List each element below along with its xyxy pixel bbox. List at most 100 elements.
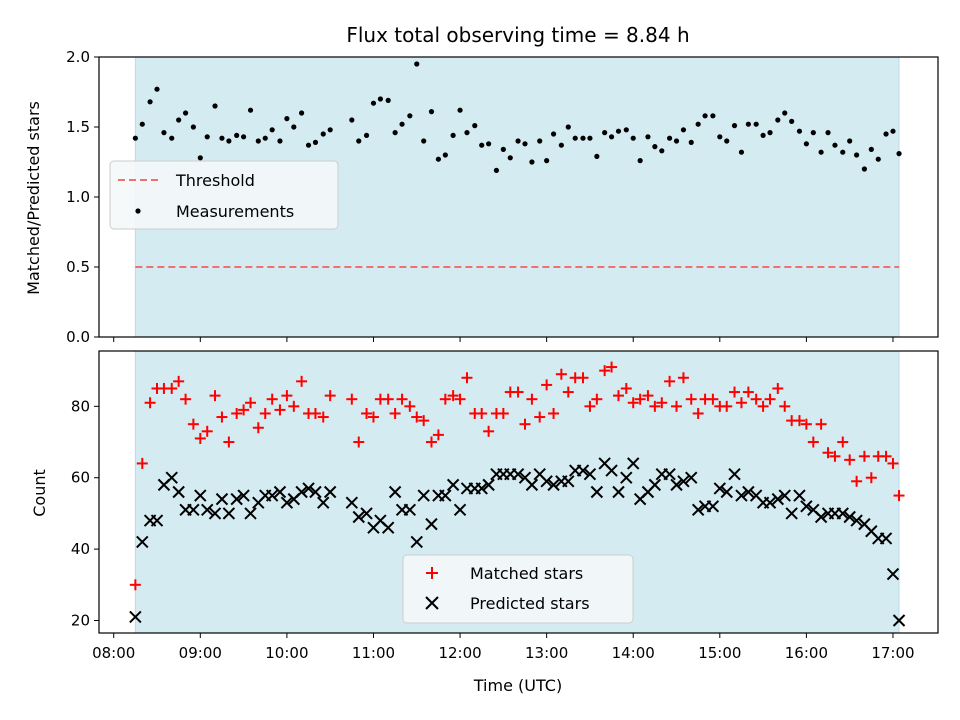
predicted-star-mark-b: [352, 510, 365, 524]
predicted-star-point: [562, 475, 575, 488]
measurement-point: [428, 109, 435, 115]
measurement-point: [299, 110, 305, 116]
measurement-point: [190, 124, 196, 130]
measurement-point: [435, 156, 442, 162]
top-legend: Threshold Measurements: [109, 160, 339, 230]
measurement-point: [407, 113, 413, 119]
measurement-point: [479, 142, 485, 148]
measurement-point: [240, 134, 247, 140]
predicted-star-point: [691, 503, 705, 517]
matched-star-point: [252, 422, 264, 434]
predicted-star-point: [194, 489, 207, 502]
matched-star-point: [534, 411, 546, 423]
predicted-star-mark-b: [194, 489, 207, 502]
legend-predicted-label: Predicted stars: [470, 594, 590, 613]
predicted-star-point: [605, 464, 618, 477]
predicted-star-mark-b: [620, 471, 633, 484]
predicted-star-point: [612, 485, 625, 499]
measurement-point: [630, 135, 636, 141]
predicted-star-mark-b: [446, 478, 460, 492]
predicted-star-mark-b: [265, 489, 279, 502]
predicted-star-point: [453, 503, 467, 517]
matched-star-point: [887, 457, 899, 469]
predicted-star-mark-b: [417, 489, 430, 502]
measurement-point: [312, 139, 319, 145]
predicted-star-point: [222, 507, 236, 520]
predicted-star-mark-b: [576, 464, 590, 477]
matched-star-point: [483, 425, 495, 437]
predicted-star-mark-b: [800, 500, 813, 513]
predicted-star-mark-b: [244, 507, 257, 520]
x-tick-label: 08:00: [92, 644, 135, 662]
matched-star-point: [858, 450, 870, 462]
matched-star-point: [309, 407, 321, 419]
matched-star-point: [461, 372, 473, 384]
predicted-star-point: [540, 475, 553, 488]
matched-star-point: [541, 379, 553, 391]
bottom-legend-box: [402, 554, 634, 624]
measurement-point: [659, 148, 665, 154]
measurement-point: [810, 130, 816, 136]
matched-star-point: [238, 404, 250, 416]
matched-star-point: [671, 400, 683, 412]
top-y-axis: 0.0 0.5 1.0 1.5 2.0: [66, 48, 99, 346]
matched-star-point: [519, 418, 531, 430]
matched-star-point: [497, 407, 509, 419]
predicted-star-point: [388, 485, 402, 499]
predicted-star-mark-b: [865, 525, 878, 538]
matched-star-point: [735, 397, 747, 409]
predicted-star-mark-b: [763, 496, 777, 509]
matched-star-point: [851, 475, 863, 487]
matched-star-point: [707, 393, 719, 405]
predicted-star-point: [410, 535, 423, 549]
matched-star-point: [288, 400, 300, 412]
predicted-star-mark-b: [735, 489, 748, 502]
bottom-legend: Matched stars Predicted stars: [402, 554, 634, 624]
measurement-point: [500, 146, 506, 152]
predicted-star-point: [345, 496, 359, 509]
measurement-point: [666, 135, 673, 141]
predicted-star-point: [706, 500, 720, 513]
predicted-star-point: [317, 496, 330, 509]
measurement-point: [392, 130, 398, 136]
predicted-star-mark-b: [403, 503, 417, 517]
matched-star-point: [642, 390, 654, 402]
measurement-point: [385, 97, 391, 103]
matched-star-point: [548, 407, 560, 419]
predicted-star-point: [713, 482, 727, 495]
measurement-point: [825, 130, 831, 136]
measurement-point: [587, 135, 593, 141]
predicted-star-mark-b: [670, 478, 683, 492]
matched-star-point: [634, 393, 646, 405]
measurement-point: [284, 116, 290, 122]
matched-star-point: [692, 407, 704, 419]
measurement-point: [176, 117, 182, 123]
measurement-point: [529, 159, 535, 165]
measurement-point: [305, 142, 312, 148]
matched-star-point: [173, 375, 185, 387]
matched-star-point: [649, 400, 661, 412]
matched-star-point: [476, 407, 488, 419]
matched-star-point: [779, 400, 791, 412]
measurement-point: [147, 99, 153, 105]
predicted-star-mark-b: [850, 514, 863, 527]
predicted-star-point: [129, 610, 142, 624]
predicted-star-mark-b: [778, 489, 791, 502]
x-tick-label: 10:00: [265, 644, 308, 662]
matched-star-point: [194, 432, 206, 444]
measurement-point: [212, 103, 218, 109]
x-tick-label: 09:00: [179, 644, 222, 662]
predicted-star-mark-b: [685, 471, 698, 484]
measurement-point: [717, 134, 723, 140]
matched-star-point: [223, 436, 235, 448]
top-y-tick-label: 0.0: [66, 328, 90, 346]
predicted-star-mark-b: [525, 478, 539, 492]
predicted-star-mark-b: [150, 514, 164, 527]
predicted-star-point: [763, 496, 777, 509]
predicted-star-point: [244, 507, 257, 520]
bottom-y-axis: 20 40 60 80: [71, 397, 99, 630]
measurement-point: [550, 131, 557, 137]
matched-star-point: [599, 365, 611, 377]
measurement-point: [565, 124, 571, 130]
